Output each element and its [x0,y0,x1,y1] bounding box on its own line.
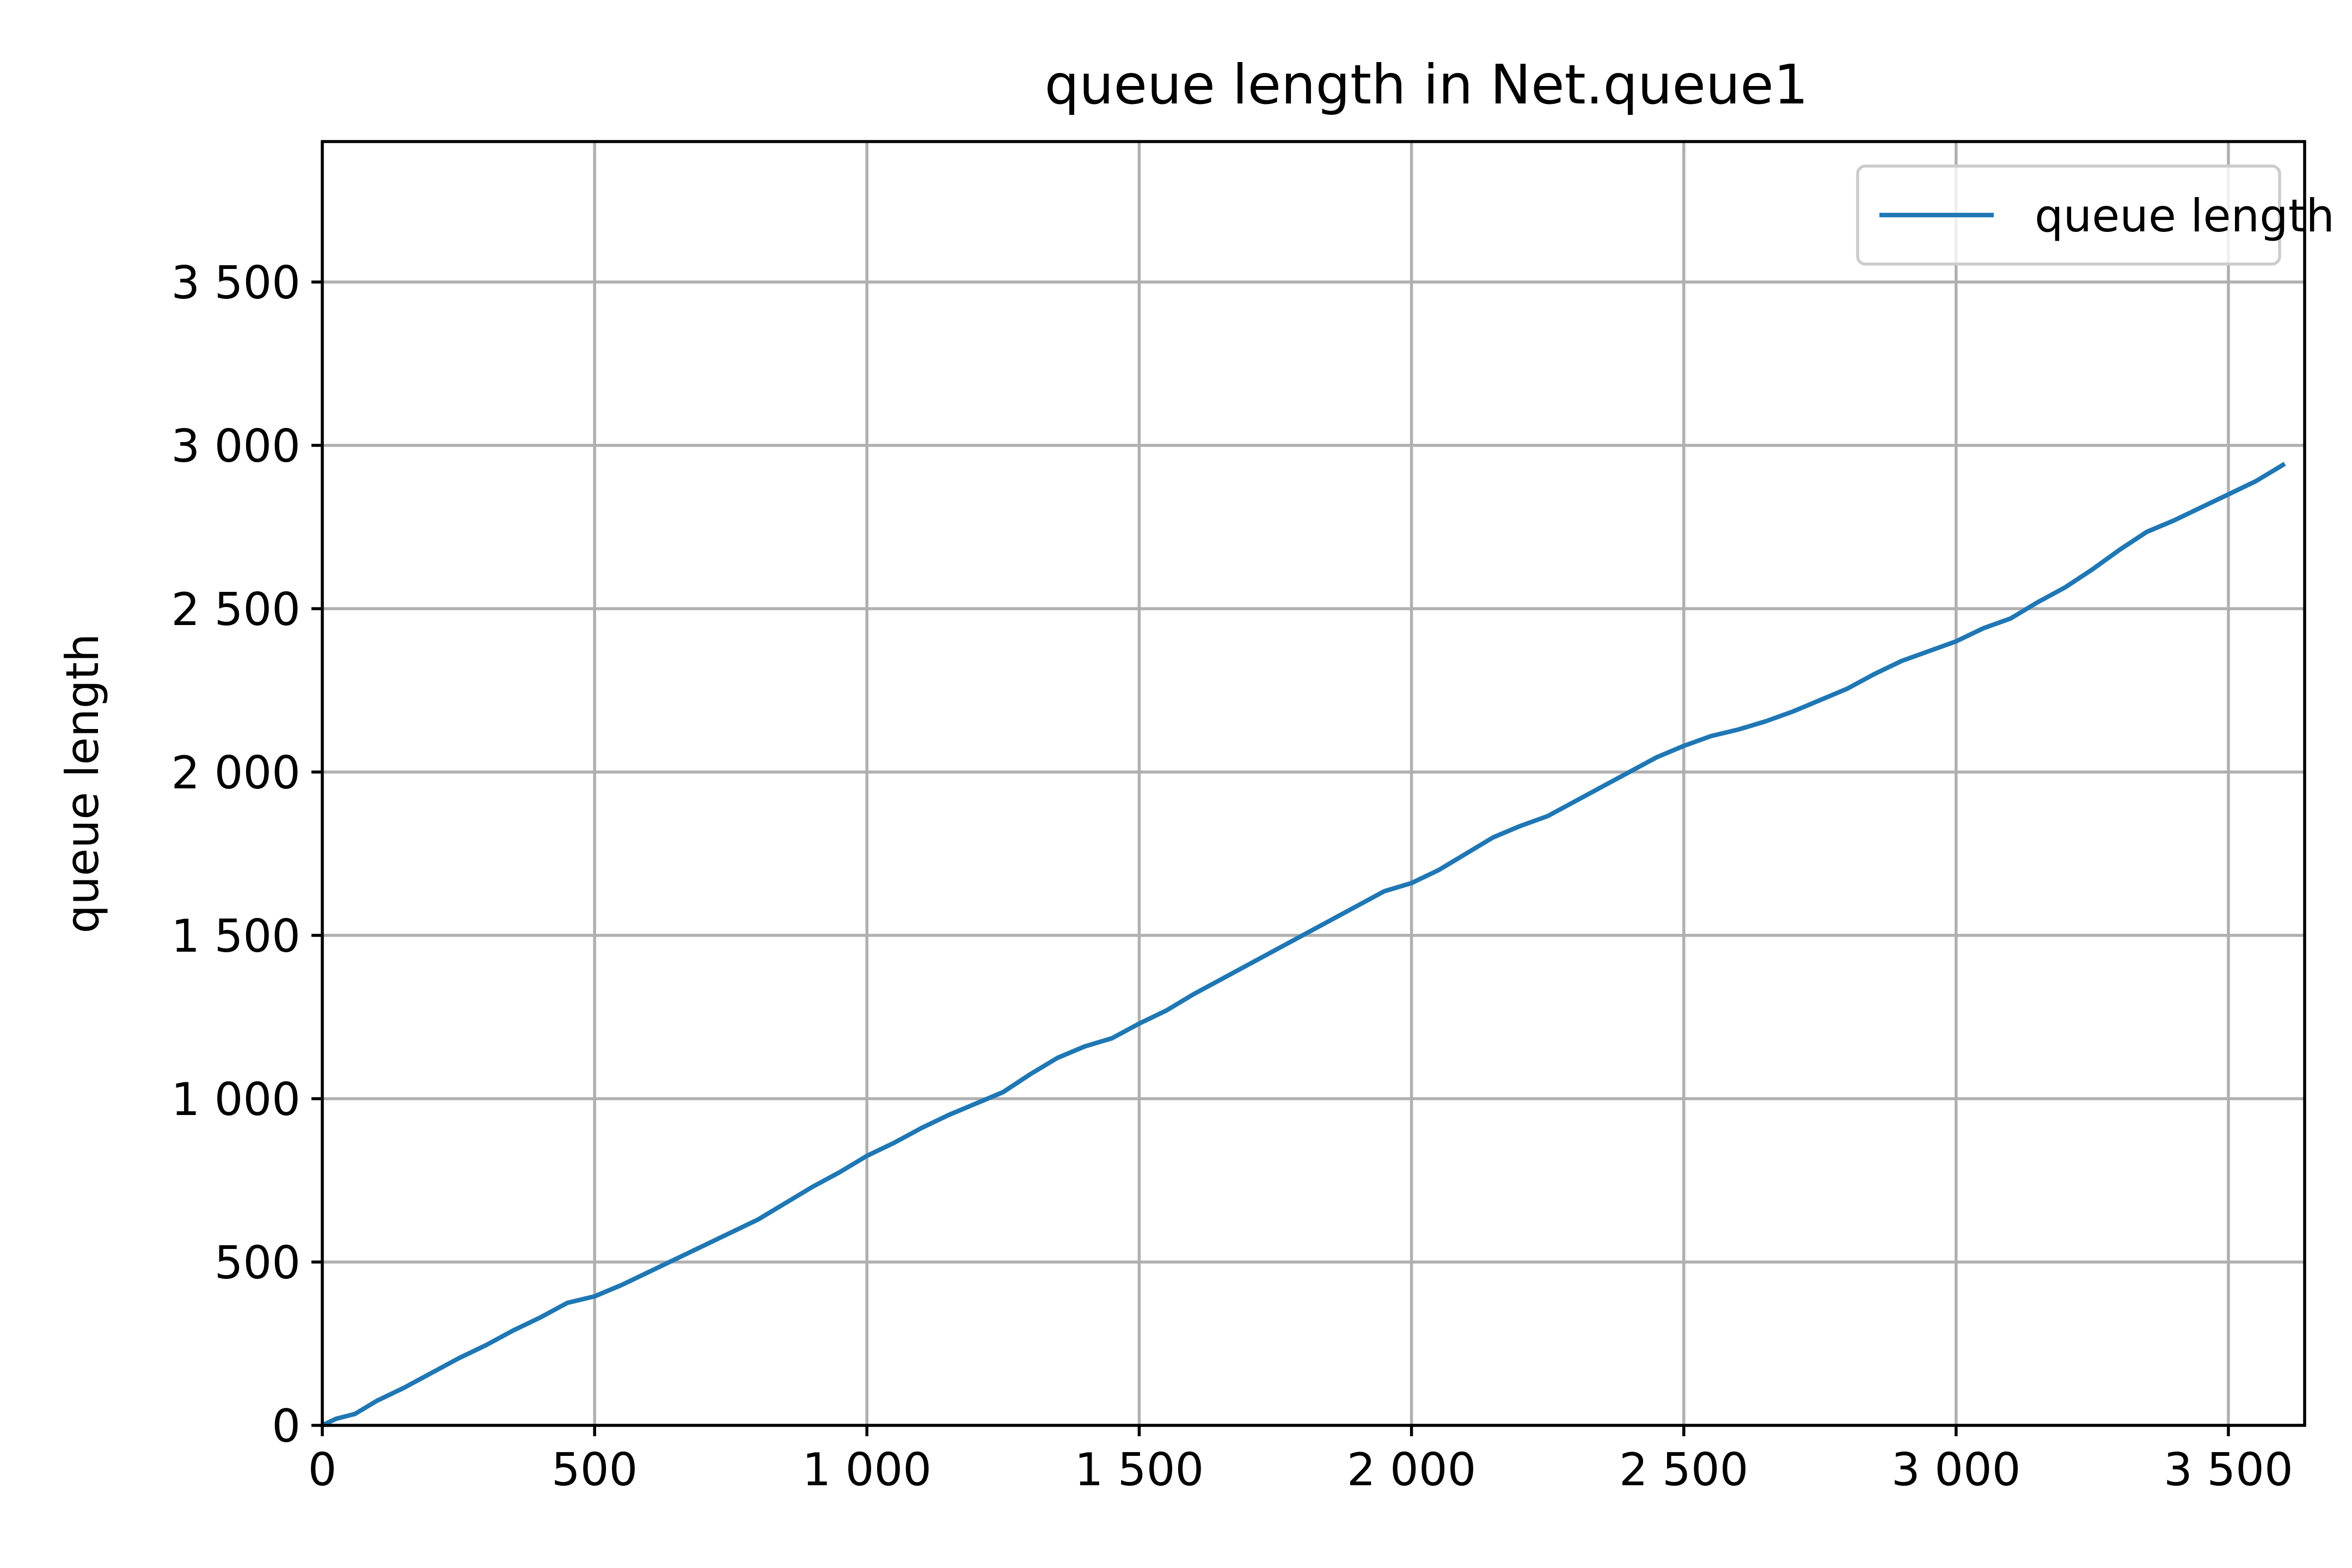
x-tick-label: 1 000 [802,1443,932,1496]
chart-title: queue length in Net.queue1 [1045,53,1809,117]
series-line [319,462,2286,1429]
x-tick-label: 3 000 [1891,1443,2021,1496]
y-tick-label: 3 500 [171,256,301,309]
y-tick-label: 0 [272,1400,301,1453]
x-tick-label: 2 000 [1347,1443,1477,1496]
x-tick-label: 3 500 [2164,1443,2293,1496]
y-tick-label: 2 000 [171,746,301,799]
y-tick-label: 1 000 [171,1073,301,1126]
x-tick-label: 500 [552,1443,638,1496]
plot-frame [321,140,2306,1427]
x-tick-label: 0 [308,1443,337,1496]
x-axis: 0 500 1 000 1 500 2 000 2 500 3 000 3 500 [308,1425,2293,1496]
legend: queue length in Net.queue1 [1856,164,2352,266]
y-tick-label: 1 500 [171,910,301,963]
legend-label: queue length in Net.queue1 [2035,189,2352,242]
x-tick-label: 1 500 [1075,1443,1204,1496]
y-tick-label: 3 000 [171,420,301,473]
plot-area [319,140,2306,1429]
legend-box [1856,164,2281,266]
y-tick-label: 500 [215,1236,301,1289]
x-tick-label: 2 500 [1619,1443,1749,1496]
series-layer [319,462,2286,1429]
y-axis: 0 500 1 000 1 500 2 000 2 500 3 000 3 500 [171,256,322,1453]
plot-background [322,142,2305,1425]
y-tick-label: 2 500 [171,583,301,636]
y-axis-label: queue length [56,634,109,934]
